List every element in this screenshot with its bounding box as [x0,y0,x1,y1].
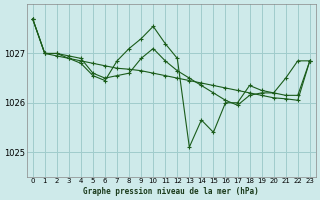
X-axis label: Graphe pression niveau de la mer (hPa): Graphe pression niveau de la mer (hPa) [84,187,259,196]
